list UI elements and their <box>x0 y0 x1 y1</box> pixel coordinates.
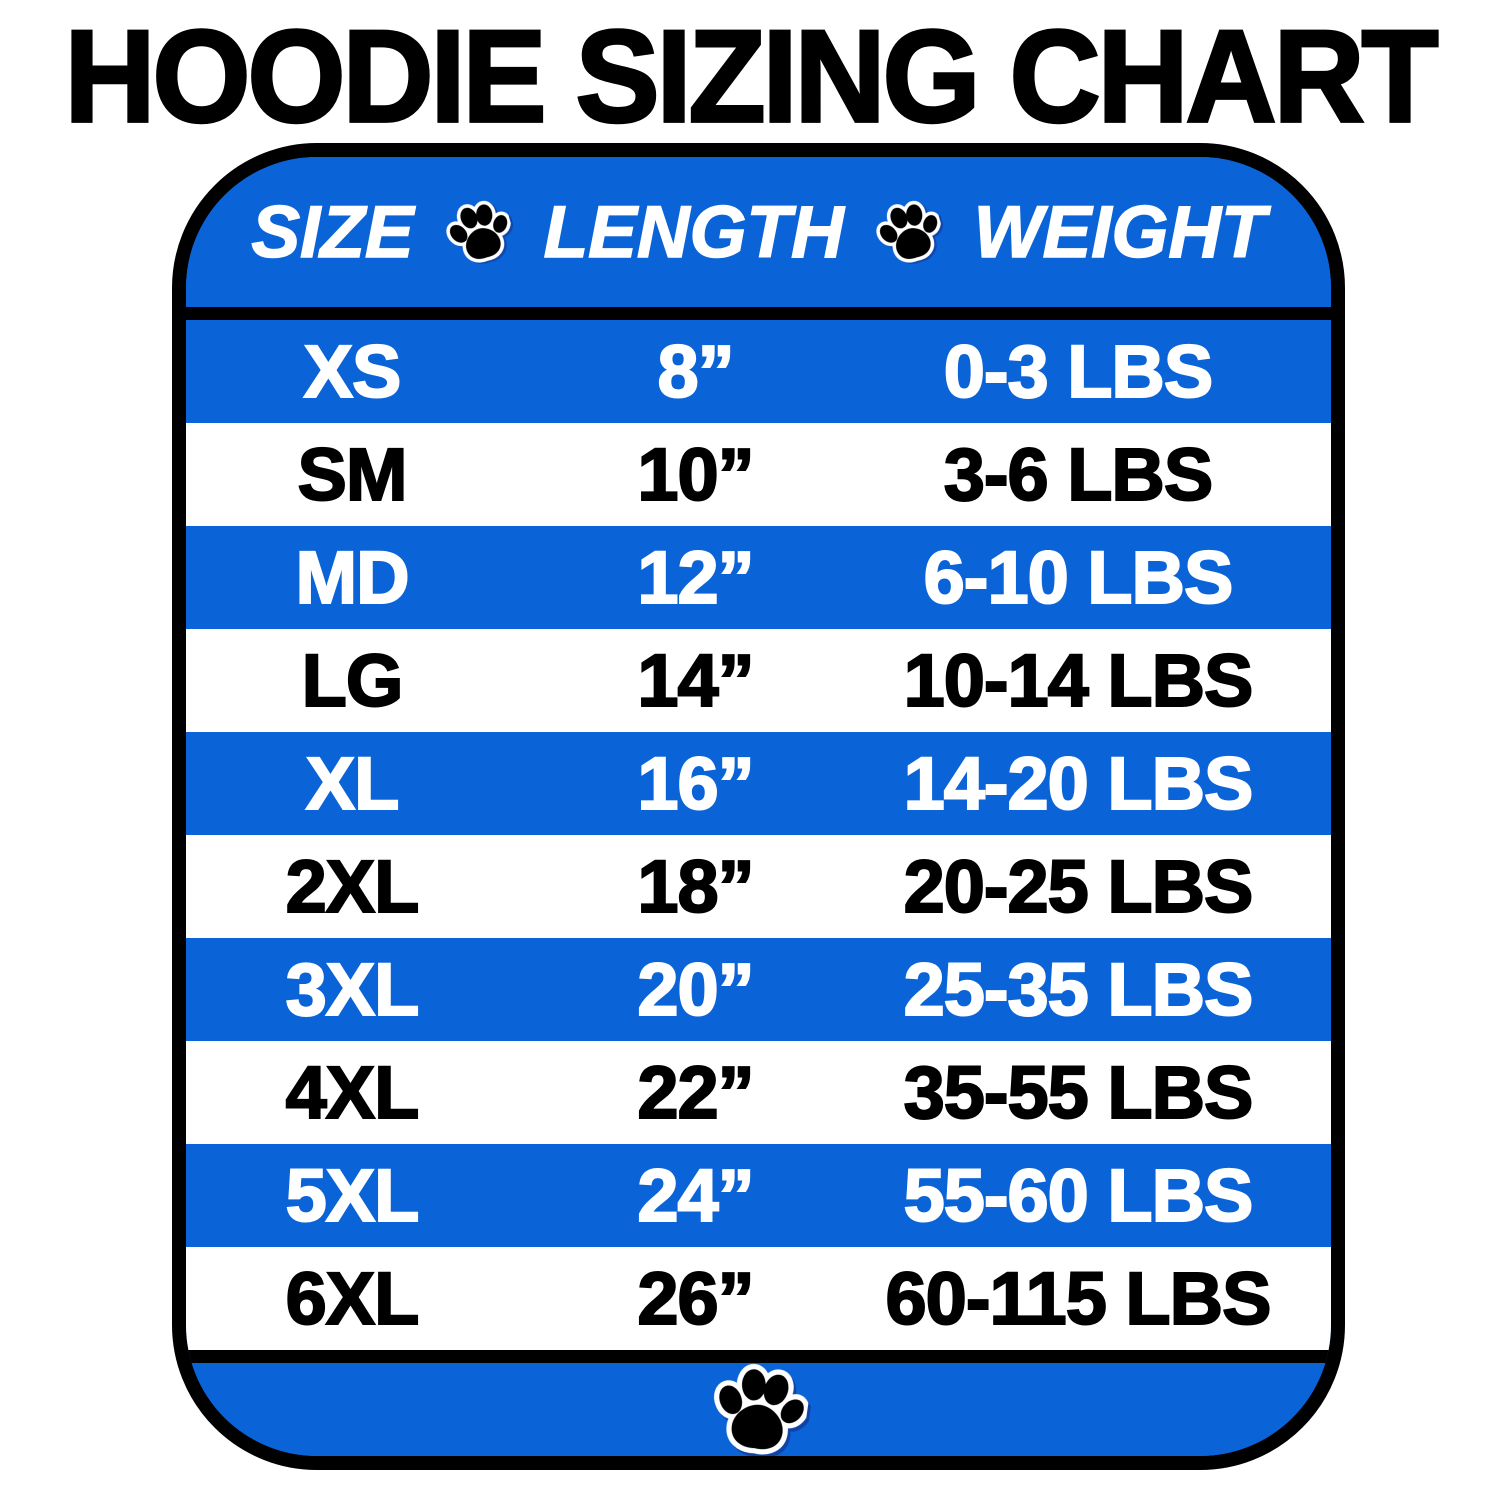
length-cell: 26” <box>636 1256 755 1340</box>
size-cell: LG <box>301 638 405 722</box>
table-row: 3XL 20” 25-35 LBS <box>186 938 1331 1041</box>
column-header-length: LENGTH <box>543 191 845 274</box>
weight-cell: 20-25 LBS <box>903 844 1255 928</box>
size-cell: 4XL <box>285 1050 421 1134</box>
length-cell: 22” <box>636 1050 755 1134</box>
size-cell: 2XL <box>285 844 421 928</box>
table-row: XL 16” 14-20 LBS <box>186 732 1331 835</box>
page-title: HOODIE SIZING CHART <box>63 2 1440 150</box>
chart-card: SIZE LENGTH WEIGHT XS 8” 0-3 LBS SM 10” … <box>172 143 1345 1470</box>
size-cell: XS <box>303 329 403 413</box>
length-cell: 24” <box>636 1153 755 1237</box>
length-cell: 20” <box>636 947 755 1031</box>
length-cell: 8” <box>656 329 735 413</box>
table-row: 2XL 18” 20-25 LBS <box>186 835 1331 938</box>
table-body: XS 8” 0-3 LBS SM 10” 3-6 LBS MD 12” 6-10… <box>186 320 1331 1350</box>
weight-cell: 3-6 LBS <box>943 432 1215 516</box>
size-cell: XL <box>305 741 401 825</box>
weight-cell: 6-10 LBS <box>923 535 1235 619</box>
table-footer <box>186 1363 1331 1456</box>
length-cell: 16” <box>636 741 755 825</box>
table-row: 4XL 22” 35-55 LBS <box>186 1041 1331 1144</box>
length-cell: 14” <box>636 638 755 722</box>
length-cell: 10” <box>636 432 755 516</box>
length-cell: 12” <box>636 535 755 619</box>
table-row: 5XL 24” 55-60 LBS <box>186 1144 1331 1247</box>
column-header-size: SIZE <box>251 191 415 274</box>
weight-cell: 14-20 LBS <box>903 741 1255 825</box>
size-cell: 3XL <box>285 947 421 1031</box>
paw-icon <box>868 193 949 271</box>
weight-cell: 35-55 LBS <box>903 1050 1255 1134</box>
table-row: MD 12” 6-10 LBS <box>186 526 1331 629</box>
length-cell: 18” <box>636 844 755 928</box>
table-header-row: SIZE LENGTH WEIGHT <box>186 157 1331 307</box>
weight-cell: 10-14 LBS <box>903 638 1255 722</box>
size-cell: 6XL <box>285 1256 421 1340</box>
paw-icon <box>438 193 519 271</box>
table-row: 6XL 26” 60-115 LBS <box>186 1247 1331 1350</box>
paw-icon <box>705 1358 813 1461</box>
weight-cell: 25-35 LBS <box>903 947 1255 1031</box>
column-header-weight: WEIGHT <box>973 191 1266 274</box>
size-cell: MD <box>294 535 410 619</box>
size-cell: 5XL <box>285 1153 421 1237</box>
table-row: SM 10” 3-6 LBS <box>186 423 1331 526</box>
weight-cell: 60-115 LBS <box>885 1256 1273 1340</box>
footer-divider-line <box>186 1350 1331 1363</box>
header-divider-line <box>186 307 1331 320</box>
table-row: LG 14” 10-14 LBS <box>186 629 1331 732</box>
size-cell: SM <box>297 432 409 516</box>
weight-cell: 0-3 LBS <box>943 329 1215 413</box>
weight-cell: 55-60 LBS <box>903 1153 1255 1237</box>
table-row: XS 8” 0-3 LBS <box>186 320 1331 423</box>
